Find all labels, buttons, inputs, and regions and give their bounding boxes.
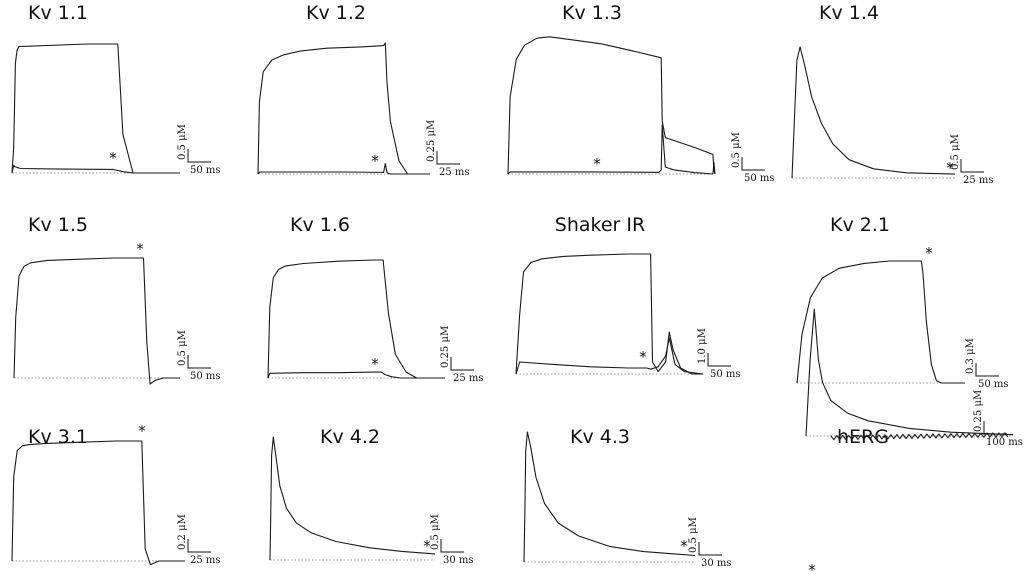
panel-title: Kv 1.4 (819, 2, 879, 24)
trace-1 (267, 259, 445, 379)
scale-bar (983, 421, 1007, 435)
trace-1 (791, 46, 956, 179)
panel-title: Kv 1.1 (28, 2, 88, 24)
trace-1 (269, 436, 436, 561)
asterisk-marker: * (680, 537, 688, 555)
asterisk-marker: * (925, 244, 933, 262)
panel-title: Kv 1.6 (290, 214, 350, 236)
scale-y-label: 0.25 μM (973, 390, 984, 432)
scale-x-label: 100 ms (986, 437, 1023, 448)
trace-2 (515, 337, 704, 375)
scale-y-label: 0.25 μM (440, 326, 451, 368)
trace-2 (257, 162, 430, 175)
scale-y-label: 0.5 μM (177, 330, 188, 366)
asterisk-marker: * (808, 561, 816, 579)
scale-x-label: 30 ms (701, 558, 732, 569)
trace-1 (11, 440, 185, 566)
scale-x-label: 50 ms (190, 371, 221, 382)
panel-title: Kv 1.2 (306, 2, 366, 24)
scale-y-label: 0.3 μM (965, 338, 976, 374)
scale-bar (698, 542, 722, 556)
trace-2 (507, 124, 716, 175)
asterisk-marker: * (371, 152, 379, 170)
trace-2 (11, 164, 180, 174)
scale-y-label: 0.5 μM (731, 132, 742, 168)
scale-bar (436, 151, 460, 165)
scale-bar (975, 363, 999, 377)
asterisk-marker: * (946, 159, 954, 177)
panel-title: Kv 4.3 (570, 426, 630, 448)
trace-1 (257, 42, 430, 175)
scale-y-label: 1.0 μM (697, 328, 708, 364)
trace-1 (796, 260, 965, 384)
scale-bar (187, 355, 211, 369)
scale-y-label: 0.5 μM (950, 134, 961, 170)
asterisk-marker: * (593, 155, 601, 173)
scale-x-label: 30 ms (443, 555, 474, 566)
asterisk-marker: * (109, 149, 117, 167)
scale-bar (187, 539, 211, 553)
trace-1 (507, 36, 716, 175)
asterisk-marker: * (371, 355, 379, 373)
panel-title: Kv 3.1 (28, 426, 88, 448)
trace-1 (13, 257, 180, 385)
trace-1 (523, 431, 696, 563)
trace-1 (805, 308, 1014, 437)
panel-title: Kv 4.2 (320, 426, 380, 448)
scale-bar (440, 539, 464, 553)
asterisk-marker: * (423, 537, 431, 555)
scale-bar (741, 157, 765, 171)
trace-1 (515, 253, 703, 375)
asterisk-marker: * (136, 240, 144, 258)
asterisk-marker: * (138, 422, 146, 440)
asterisk-marker: * (639, 348, 647, 366)
panel-title: Shaker IR (555, 214, 645, 236)
scale-y-label: 0.5 μM (688, 517, 699, 553)
trace-1 (11, 43, 180, 174)
scale-y-label: 0.5 μM (177, 124, 188, 160)
scale-x-label: 25 ms (190, 555, 221, 566)
scale-y-label: 0.5 μM (430, 514, 441, 550)
scale-x-label: 25 ms (453, 373, 484, 384)
scale-x-label: 50 ms (190, 165, 221, 176)
scale-x-label: 50 ms (710, 369, 741, 380)
scale-x-label: 50 ms (978, 379, 1009, 390)
panel-title: Kv 1.5 (28, 214, 88, 236)
scale-x-label: 25 ms (963, 175, 994, 186)
panel-title: Kv 2.1 (830, 214, 890, 236)
scale-bar (707, 353, 731, 367)
scale-x-label: 25 ms (439, 167, 470, 178)
scale-x-label: 50 ms (744, 173, 775, 184)
panel-title: hERG (837, 426, 889, 448)
trace-2 (267, 371, 445, 379)
scale-bar (450, 357, 474, 371)
scale-y-label: 0.2 μM (177, 514, 188, 550)
scale-y-label: 0.25 μM (426, 120, 437, 162)
scale-bar (187, 149, 211, 163)
trace-ripple (830, 432, 1009, 441)
scale-bar (960, 159, 984, 173)
panel-title: Kv 1.3 (562, 2, 622, 24)
